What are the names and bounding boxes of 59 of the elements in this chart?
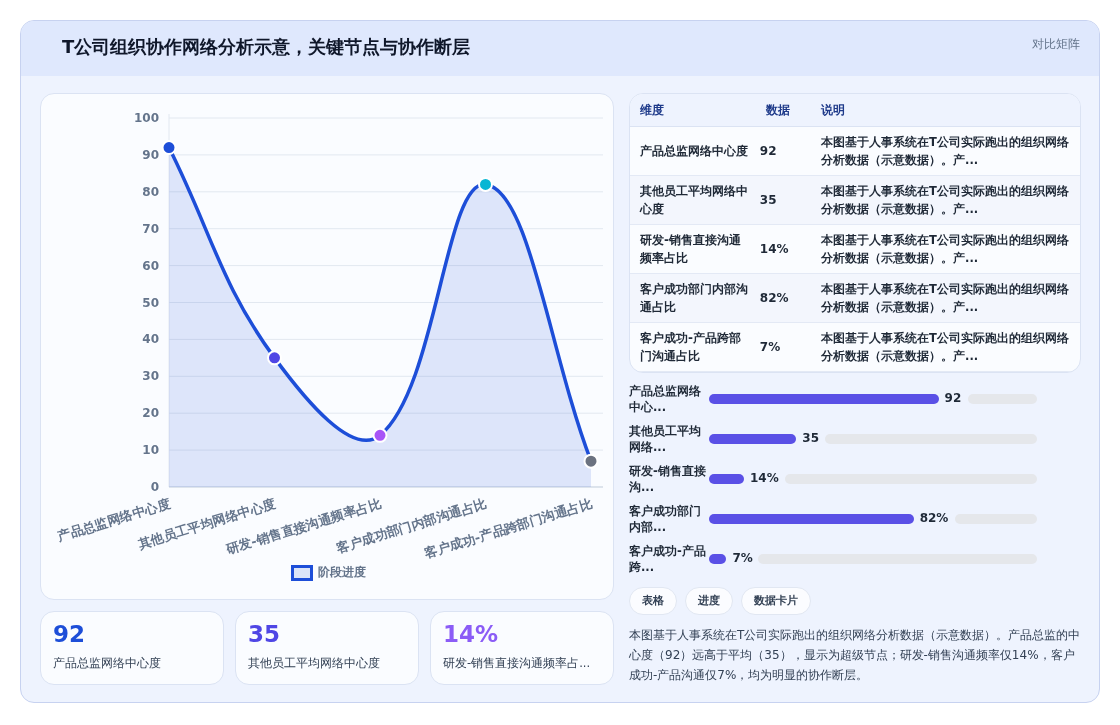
y-tick-label: 10 xyxy=(142,443,159,458)
category-label: 研发-销售直接沟通频率占... xyxy=(443,656,591,671)
y-tick-label: 客户成功-产品跨... xyxy=(629,543,707,575)
bar xyxy=(709,514,914,524)
text: 数据 xyxy=(755,94,812,127)
text: 14% xyxy=(443,621,499,647)
category-label: 其他员工平均网络中心度 xyxy=(248,656,380,671)
y-tick-label: 70 xyxy=(142,221,159,236)
category-label: 产品总监网络中心度 xyxy=(53,656,161,671)
category-label: 产品总监网络中心度 xyxy=(630,126,756,176)
text: 维度 xyxy=(630,94,756,127)
point xyxy=(161,140,177,156)
text: 进度 xyxy=(685,587,733,615)
y-tick-label: 客户成功部门内部... xyxy=(629,503,702,535)
bar xyxy=(709,394,939,404)
data-label: 82% xyxy=(919,511,949,525)
y-tick-label: 其他员工平均网络... xyxy=(629,423,702,455)
text: 82% xyxy=(759,291,789,305)
data-label: 14% xyxy=(749,471,779,485)
y-tick-label: 30 xyxy=(142,369,159,384)
y-tick-label: 50 xyxy=(142,295,159,310)
y-tick-label: 40 xyxy=(142,332,159,347)
point xyxy=(267,350,282,366)
text: 本图基于人事系统在T公司实际跑出的组织网络分析数据（示意数据）。产... xyxy=(811,273,1080,323)
text: 对比矩阵 xyxy=(1031,36,1080,53)
y-tick-label: 90 xyxy=(142,147,159,162)
category-label: 客户成功部门内部沟通占比 xyxy=(630,273,756,323)
text: 本图基于人事系统在T公司实际跑出的组织网络分析数据（示意数据）。产... xyxy=(811,224,1080,274)
data-label: 92 xyxy=(944,391,962,405)
text: 35 xyxy=(759,193,777,207)
y-tick-label: 产品总监网络中心... xyxy=(629,383,702,415)
bar xyxy=(709,434,797,444)
text: 表格 xyxy=(629,587,677,615)
text: 35 xyxy=(248,621,281,647)
data-label: 7% xyxy=(732,551,753,565)
chart-title: T公司组织协作网络分析示意，关键节点与协作断层 xyxy=(62,35,471,59)
y-tick-label: 80 xyxy=(142,184,159,199)
text: 数据卡片 xyxy=(741,587,811,615)
legend-label: 阶段进度 xyxy=(317,565,366,579)
text: 说明 xyxy=(811,94,1080,127)
text: 本图基于人事系统在T公司实际跑出的组织网络分析数据（示意数据）。产品总监的中心度（92）远高于平均（35），显示为超级节点；研发-销售沟通频率仅14%，客户成功-产品沟通仅7%，均为明显的协作断层。 xyxy=(629,627,1081,684)
y-tick-label: 研发-销售直接沟... xyxy=(629,463,707,495)
point xyxy=(583,453,599,469)
category-label: 客户成功-产品跨部门沟通占比 xyxy=(630,322,756,372)
y-tick-label: 60 xyxy=(142,258,159,273)
text: 92 xyxy=(759,144,777,158)
text: 92 xyxy=(53,621,86,647)
text: 本图基于人事系统在T公司实际跑出的组织网络分析数据（示意数据）。产... xyxy=(811,175,1080,225)
y-tick-label: 100 xyxy=(133,111,159,125)
category-label: 研发-销售直接沟通频率占比 xyxy=(630,224,756,274)
category-label: 其他员工平均网络中心度 xyxy=(630,175,756,225)
data-label: 35 xyxy=(802,431,820,445)
text: 14% xyxy=(759,242,789,256)
y-tick-label: 0 xyxy=(150,480,159,494)
y-tick-label: 20 xyxy=(142,406,159,421)
text: 本图基于人事系统在T公司实际跑出的组织网络分析数据（示意数据）。产... xyxy=(811,126,1080,176)
text: 本图基于人事系统在T公司实际跑出的组织网络分析数据（示意数据）。产... xyxy=(811,322,1080,372)
text: 7% xyxy=(759,340,781,354)
point xyxy=(372,427,388,443)
